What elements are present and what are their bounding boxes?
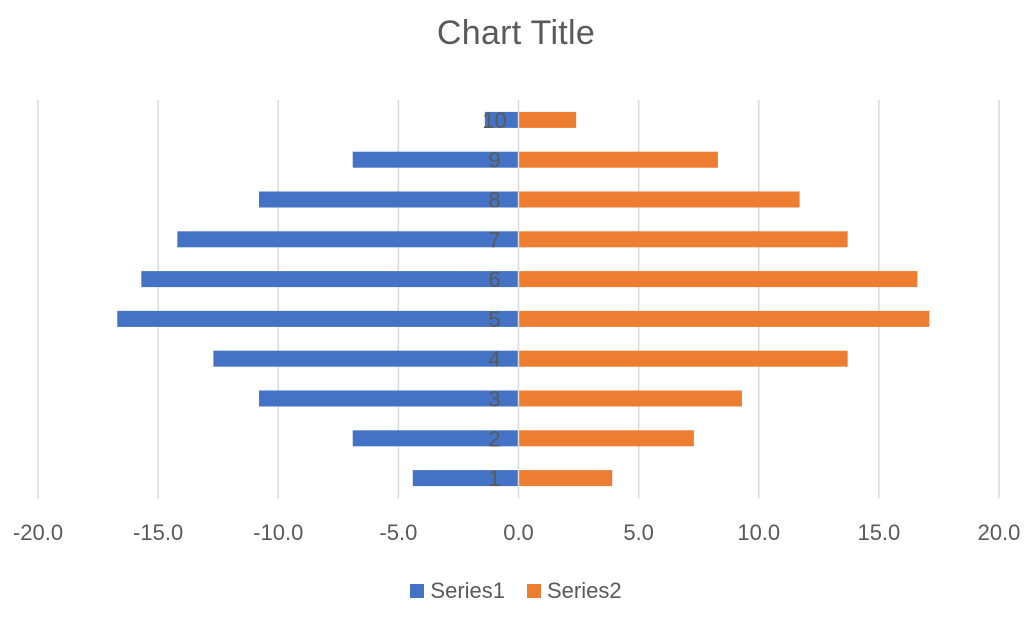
- chart-title: Chart Title: [436, 14, 596, 52]
- bar-series1-cat-2: [352, 430, 519, 447]
- bar-series2-cat-10: [518, 111, 577, 128]
- bar-series2-cat-7: [518, 231, 848, 248]
- category-label: 4: [488, 347, 500, 372]
- bar-series1-cat-8: [259, 191, 519, 208]
- category-label: 6: [488, 267, 500, 292]
- x-tick-label: 20.0: [978, 520, 1021, 545]
- legend-swatch-series1: [410, 584, 425, 598]
- x-tick-label: -10.0: [253, 520, 303, 545]
- category-label: 1: [488, 466, 500, 491]
- chart-legend: Series1 Series2: [0, 578, 1032, 604]
- bar-series1-cat-5: [117, 310, 519, 327]
- x-tick-label: 0.0: [503, 520, 534, 545]
- bar-series1-cat-9: [352, 151, 519, 168]
- bar-series2-cat-4: [518, 350, 848, 367]
- bar-series1-cat-10: [484, 111, 519, 128]
- x-tick-label: -20.0: [13, 520, 63, 545]
- bar-series1-cat-3: [259, 390, 519, 407]
- bar-series2-cat-3: [518, 390, 742, 407]
- bar-series2-cat-6: [518, 271, 918, 288]
- bar-series2-cat-2: [518, 430, 694, 447]
- category-label: 9: [488, 148, 500, 173]
- category-label: 3: [488, 387, 500, 412]
- bar-series1-cat-7: [177, 231, 519, 248]
- bar-series1-cat-4: [213, 350, 519, 367]
- x-tick-label: -15.0: [133, 520, 183, 545]
- bar-series2-cat-8: [518, 191, 800, 208]
- legend-label-series2: Series2: [547, 578, 622, 603]
- bar-series2-cat-5: [518, 310, 930, 327]
- legend-label-series1: Series1: [430, 578, 505, 603]
- bar-series1-cat-6: [141, 271, 519, 288]
- category-label: 8: [488, 188, 500, 213]
- legend-item-series2: Series2: [527, 578, 622, 604]
- category-label: 5: [488, 307, 500, 332]
- legend-item-series1: Series1: [410, 578, 505, 604]
- x-tick-label: 15.0: [857, 520, 900, 545]
- legend-swatch-series2: [527, 584, 541, 598]
- category-label: 2: [488, 426, 500, 451]
- category-label: 7: [488, 227, 500, 252]
- bar-series2-cat-1: [518, 470, 613, 487]
- category-label: 10: [482, 108, 506, 133]
- x-tick-label: 10.0: [737, 520, 780, 545]
- x-tick-label: 5.0: [623, 520, 654, 545]
- bar-series2-cat-9: [518, 151, 718, 168]
- bar-series1-cat-1: [412, 470, 519, 487]
- x-tick-label: -5.0: [379, 520, 417, 545]
